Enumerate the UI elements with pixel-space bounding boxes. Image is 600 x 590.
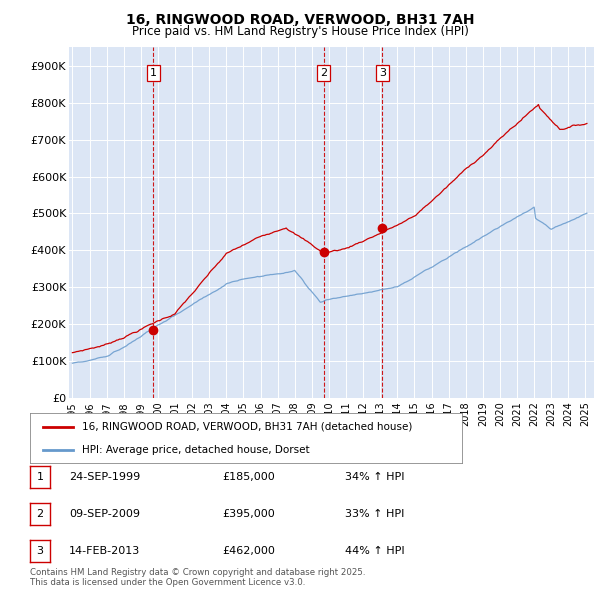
Text: 09-SEP-2009: 09-SEP-2009 [69, 509, 140, 519]
Text: 33% ↑ HPI: 33% ↑ HPI [345, 509, 404, 519]
Text: 1: 1 [37, 472, 43, 481]
Text: £185,000: £185,000 [222, 472, 275, 481]
Text: 3: 3 [37, 546, 43, 556]
Text: £462,000: £462,000 [222, 546, 275, 556]
Text: 2: 2 [320, 68, 327, 78]
Text: Contains HM Land Registry data © Crown copyright and database right 2025.
This d: Contains HM Land Registry data © Crown c… [30, 568, 365, 587]
Text: 34% ↑ HPI: 34% ↑ HPI [345, 472, 404, 481]
Text: 44% ↑ HPI: 44% ↑ HPI [345, 546, 404, 556]
Text: 16, RINGWOOD ROAD, VERWOOD, BH31 7AH: 16, RINGWOOD ROAD, VERWOOD, BH31 7AH [126, 13, 474, 27]
Text: £395,000: £395,000 [222, 509, 275, 519]
Text: 16, RINGWOOD ROAD, VERWOOD, BH31 7AH (detached house): 16, RINGWOOD ROAD, VERWOOD, BH31 7AH (de… [82, 421, 412, 431]
Text: 14-FEB-2013: 14-FEB-2013 [69, 546, 140, 556]
Text: 24-SEP-1999: 24-SEP-1999 [69, 472, 140, 481]
Text: 1: 1 [150, 68, 157, 78]
Text: 3: 3 [379, 68, 386, 78]
Text: Price paid vs. HM Land Registry's House Price Index (HPI): Price paid vs. HM Land Registry's House … [131, 25, 469, 38]
Text: 2: 2 [37, 509, 43, 519]
Text: HPI: Average price, detached house, Dorset: HPI: Average price, detached house, Dors… [82, 445, 310, 455]
